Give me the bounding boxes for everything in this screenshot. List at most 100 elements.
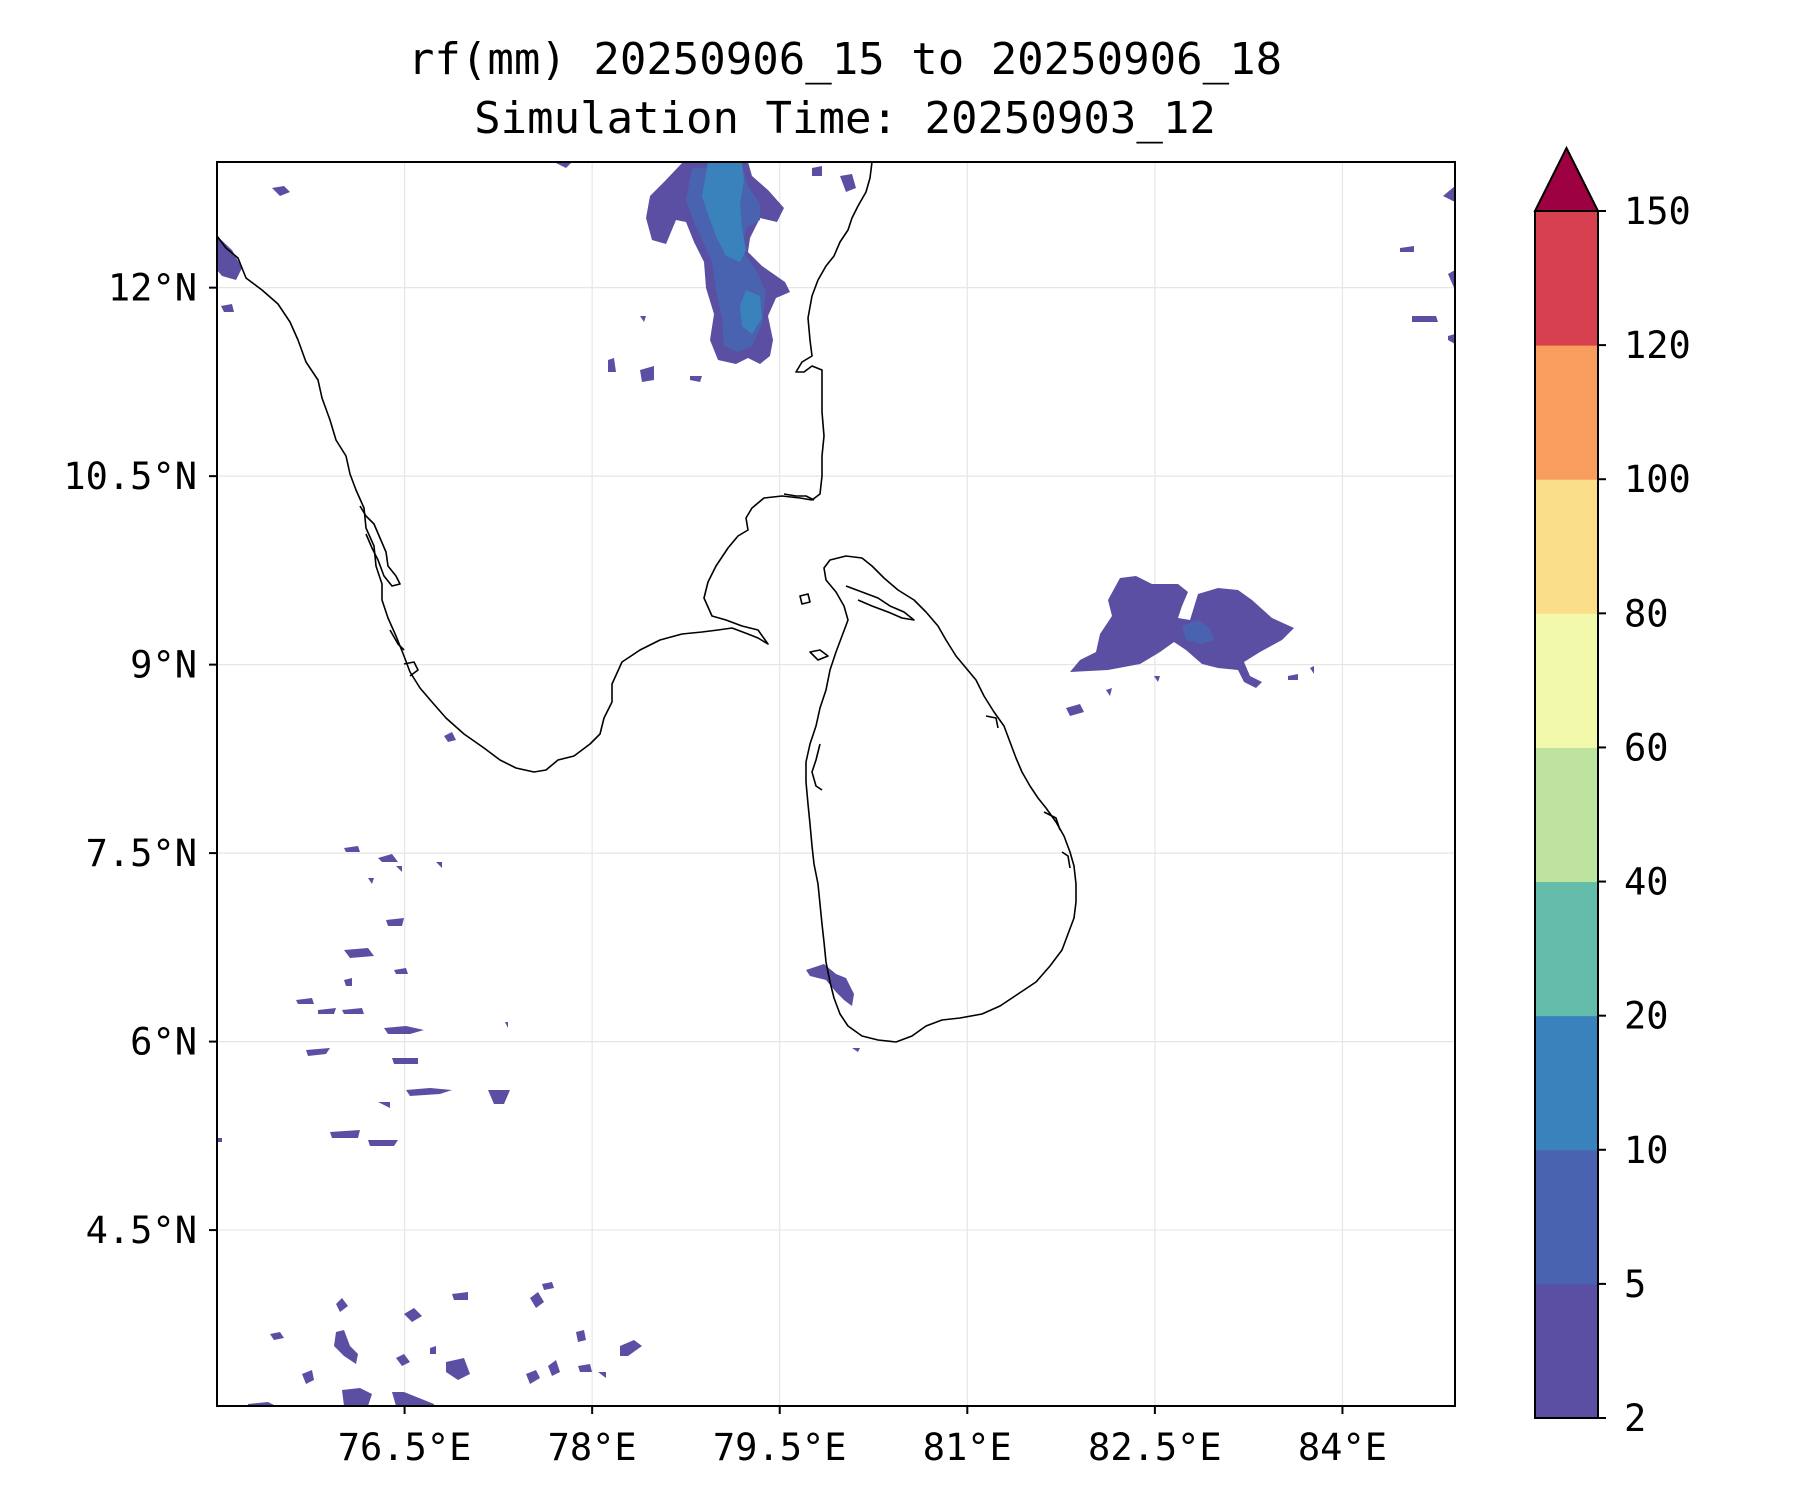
colorbar-band bbox=[1535, 479, 1598, 614]
y-axis: 12°N 10.5°N 9°N 7.5°N 6°N 4.5°N bbox=[63, 267, 217, 1252]
rain-cell bbox=[578, 1364, 592, 1372]
colorbar-frame bbox=[1534, 210, 1599, 1419]
rain-cell bbox=[1448, 270, 1455, 290]
coastline-jaffna-lagoon bbox=[845, 585, 915, 621]
rain-region-north-heavy bbox=[702, 162, 746, 262]
rain-cell bbox=[852, 1048, 860, 1052]
y-tick-label: 6°N bbox=[130, 1021, 197, 1064]
rain-region-east-moderate bbox=[1182, 620, 1214, 644]
rain-cell bbox=[608, 358, 616, 372]
x-tick-label: 81°E bbox=[923, 1426, 1012, 1469]
rain-cell bbox=[342, 1008, 364, 1014]
rain-cell bbox=[598, 1372, 606, 1378]
rain-cell bbox=[1412, 316, 1438, 322]
map-background bbox=[217, 162, 1455, 1406]
rain-cell bbox=[392, 1058, 418, 1064]
rain-cell bbox=[1310, 666, 1314, 674]
rain-cell bbox=[318, 1008, 336, 1014]
colorbar-tick-label: 100 bbox=[1624, 458, 1691, 501]
rain-cell bbox=[404, 1308, 422, 1322]
rain-cell bbox=[690, 376, 702, 382]
coastline-adams-bridge bbox=[783, 493, 815, 501]
rain-cell bbox=[436, 862, 442, 868]
rain-cell bbox=[344, 948, 374, 958]
rain-cell bbox=[452, 1292, 468, 1300]
rain-cell bbox=[1106, 688, 1112, 696]
rain-cell bbox=[1066, 704, 1084, 716]
colorbar-band bbox=[1535, 881, 1598, 1017]
rain-cell bbox=[334, 1330, 358, 1364]
rain-cell bbox=[384, 1026, 424, 1034]
coastline-east-inlets bbox=[985, 715, 1071, 869]
rain-cell bbox=[406, 1088, 452, 1096]
rain-cell bbox=[368, 878, 374, 884]
rain-cell bbox=[430, 1346, 436, 1354]
colorbar-band bbox=[1535, 1283, 1598, 1419]
map-panel: 76.5°E 78°E 79.5°E 81°E 82.5°E 84°E 12°N 10.5°… bbox=[63, 161, 1456, 1469]
rain-cell bbox=[640, 366, 654, 382]
rain-cell bbox=[396, 866, 402, 872]
rain-region-sri-lanka-sw bbox=[806, 964, 854, 1006]
colorbar-band bbox=[1535, 613, 1598, 748]
colorbar-band bbox=[1535, 345, 1598, 480]
rain-cell bbox=[840, 174, 856, 192]
rain-region-northwest bbox=[217, 236, 242, 280]
y-tick-label: 4.5°N bbox=[86, 1209, 197, 1252]
rain-cell bbox=[576, 1330, 586, 1342]
rain-cell bbox=[554, 162, 572, 168]
rain-cell bbox=[620, 1340, 642, 1356]
rain-cell bbox=[344, 978, 352, 986]
colorbar-tick-label: 10 bbox=[1624, 1129, 1669, 1172]
rain-cell bbox=[306, 1048, 330, 1056]
map-frame bbox=[216, 161, 1456, 1407]
rain-region-east bbox=[1070, 576, 1294, 688]
title-line-1: rf(mm) 20250906_15 to 20250906_18 bbox=[408, 34, 1282, 85]
colorbar-extend-arrow bbox=[1533, 145, 1600, 212]
colorbar-tick-label: 120 bbox=[1624, 324, 1691, 367]
coastline-india-inlet-2 bbox=[403, 661, 419, 677]
rain-cell bbox=[444, 732, 456, 742]
y-tick-label: 9°N bbox=[130, 644, 197, 687]
colorbar-band bbox=[1535, 1015, 1598, 1151]
rain-cell bbox=[812, 166, 822, 176]
rain-cell bbox=[542, 1282, 554, 1290]
rain-cell bbox=[488, 1090, 510, 1104]
rain-cell bbox=[392, 1392, 434, 1406]
colorbar-band bbox=[1535, 1149, 1598, 1285]
colorbar-tick-label: 5 bbox=[1624, 1263, 1646, 1306]
rain-cell bbox=[296, 998, 314, 1004]
rain-cell bbox=[526, 1370, 540, 1384]
y-tick-label: 12°N bbox=[108, 267, 197, 310]
colorbar: 2 5 10 20 40 60 80 100 120 150 bbox=[1533, 145, 1691, 1440]
rain-cell bbox=[640, 316, 646, 322]
x-tick-label: 76.5°E bbox=[338, 1426, 472, 1469]
x-axis: 76.5°E 78°E 79.5°E 81°E 82.5°E 84°E bbox=[338, 1406, 1387, 1469]
rain-cell bbox=[548, 1360, 560, 1376]
colorbar-tick-label: 20 bbox=[1624, 995, 1669, 1038]
x-tick-label: 82.5°E bbox=[1088, 1426, 1222, 1469]
colorbar-tick-label: 80 bbox=[1624, 592, 1669, 635]
colorbar-tick-label: 40 bbox=[1624, 861, 1669, 904]
coastline-india-inlet bbox=[389, 629, 405, 651]
colorbar-tick-label: 150 bbox=[1624, 190, 1691, 233]
rain-cell bbox=[394, 968, 408, 974]
rain-cell bbox=[1400, 246, 1414, 252]
colorbar-band bbox=[1535, 211, 1598, 346]
rain-cell bbox=[302, 1370, 314, 1384]
rain-cell bbox=[342, 1388, 372, 1406]
rain-cell bbox=[221, 304, 234, 312]
rain-cell bbox=[270, 1332, 284, 1340]
rain-cell bbox=[505, 1022, 508, 1028]
rain-cell bbox=[378, 1102, 390, 1108]
rain-cell bbox=[1448, 334, 1455, 344]
x-tick-label: 78°E bbox=[548, 1426, 637, 1469]
rain-cell bbox=[368, 1140, 398, 1146]
rain-region-north-heavy-2 bbox=[740, 290, 762, 334]
x-tick-label: 79.5°E bbox=[713, 1426, 847, 1469]
rain-cell bbox=[344, 846, 360, 852]
rain-cell bbox=[1154, 676, 1160, 682]
colorbar-tick-label: 2 bbox=[1624, 1397, 1646, 1440]
rain-cell bbox=[378, 854, 398, 862]
title-line-2: Simulation Time: 20250903_12 bbox=[474, 93, 1216, 144]
coastlines bbox=[216, 161, 1077, 1043]
